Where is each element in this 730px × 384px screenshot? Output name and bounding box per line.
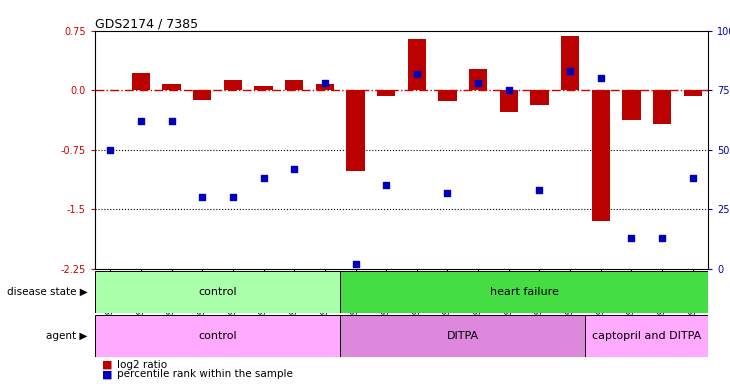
Text: ■: ■ — [102, 369, 112, 379]
Bar — [162, 84, 181, 90]
Point — [196, 194, 208, 200]
Text: log2 ratio: log2 ratio — [117, 360, 167, 370]
Bar — [653, 90, 672, 124]
Text: heart failure: heart failure — [490, 287, 558, 297]
Text: control: control — [199, 287, 237, 297]
Bar — [407, 39, 426, 90]
Bar — [561, 36, 580, 90]
Bar — [377, 90, 396, 96]
Bar — [285, 80, 304, 90]
Bar — [95, 271, 340, 313]
Bar — [585, 315, 708, 357]
Point — [227, 194, 239, 200]
Point — [656, 235, 668, 241]
Point — [166, 118, 177, 124]
Bar — [683, 90, 702, 96]
Point — [534, 187, 545, 193]
Bar — [622, 90, 641, 121]
Bar — [193, 90, 212, 100]
Point — [319, 80, 331, 86]
Text: agent ▶: agent ▶ — [46, 331, 88, 341]
Point — [564, 68, 576, 74]
Text: disease state ▶: disease state ▶ — [7, 287, 88, 297]
Point — [595, 75, 607, 81]
Point — [472, 80, 484, 86]
Text: DITPA: DITPA — [447, 331, 479, 341]
Bar — [499, 90, 518, 112]
Bar — [315, 84, 334, 90]
Text: ■: ■ — [102, 360, 112, 370]
Text: control: control — [199, 331, 237, 341]
Bar — [340, 315, 585, 357]
Point — [503, 87, 515, 93]
Text: percentile rank within the sample: percentile rank within the sample — [117, 369, 293, 379]
Text: GDS2174 / 7385: GDS2174 / 7385 — [95, 17, 198, 30]
Text: captopril and DITPA: captopril and DITPA — [592, 331, 702, 341]
Bar — [438, 90, 457, 101]
Point — [411, 71, 423, 77]
Bar — [131, 73, 150, 90]
Point — [135, 118, 147, 124]
Bar — [340, 271, 708, 313]
Point — [687, 175, 699, 181]
Point — [380, 182, 392, 189]
Bar — [223, 80, 242, 90]
Point — [104, 147, 116, 153]
Point — [288, 166, 300, 172]
Bar — [469, 69, 488, 90]
Bar — [591, 90, 610, 221]
Bar — [530, 90, 549, 104]
Bar — [346, 90, 365, 171]
Bar — [254, 86, 273, 90]
Point — [258, 175, 269, 181]
Point — [350, 261, 361, 267]
Bar — [95, 315, 340, 357]
Point — [626, 235, 637, 241]
Point — [442, 190, 453, 196]
